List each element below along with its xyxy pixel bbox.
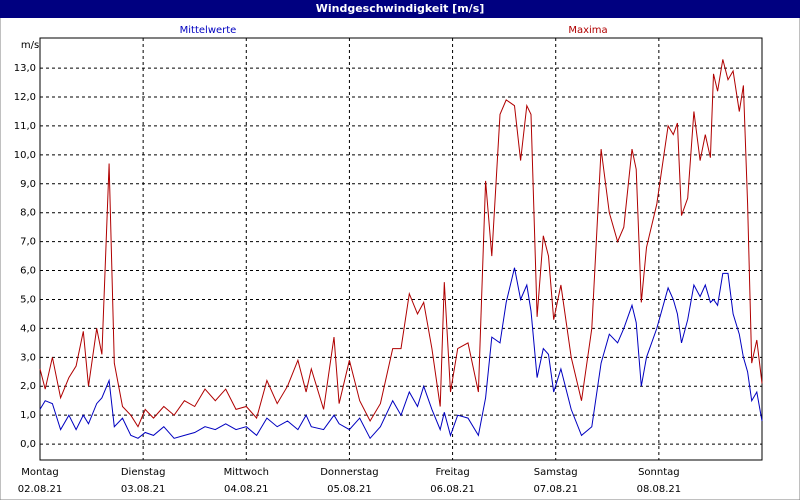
y-tick-label: 8,0 (20, 208, 36, 219)
x-tick-label: Montag (21, 467, 58, 478)
x-tick-date: 05.08.21 (327, 484, 372, 495)
y-tick-label: 1,0 (20, 410, 36, 421)
legend-entry: Maxima (568, 25, 607, 36)
y-axis-label: m/s (21, 40, 39, 51)
x-tick-date: 06.08.21 (430, 484, 475, 495)
x-tick-label: Mittwoch (224, 467, 269, 478)
y-tick-label: 5,0 (20, 294, 36, 305)
y-tick-label: 10,0 (14, 150, 36, 161)
y-tick-label: 9,0 (20, 179, 36, 190)
x-tick-label: Dienstag (121, 467, 166, 478)
x-tick-date: 07.08.21 (533, 484, 578, 495)
y-tick-label: 7,0 (20, 237, 36, 248)
series-line (39, 267, 763, 440)
y-tick-label: 6,0 (20, 266, 36, 277)
y-tick-label: 0,0 (20, 439, 36, 450)
x-tick-label: Freitag (435, 467, 469, 478)
x-tick-label: Sonntag (638, 467, 680, 478)
x-tick-label: Samstag (534, 467, 578, 478)
y-tick-label: 4,0 (20, 323, 36, 334)
y-tick-label: 11,0 (14, 121, 36, 132)
y-tick-label: 3,0 (20, 352, 36, 363)
x-tick-date: 02.08.21 (18, 484, 63, 495)
legend-entry: Mittelwerte (180, 25, 237, 36)
y-tick-label: 2,0 (20, 381, 36, 392)
y-tick-label: 13,0 (14, 63, 36, 74)
y-tick-label: 12,0 (14, 92, 36, 103)
x-tick-date: 08.08.21 (637, 484, 682, 495)
x-tick-label: Donnerstag (320, 467, 378, 478)
chart-title: Windgeschwindigkeit [m/s] (316, 2, 485, 15)
x-tick-date: 04.08.21 (224, 484, 269, 495)
title-bar (0, 0, 800, 18)
series-line (39, 59, 763, 428)
x-tick-date: 03.08.21 (121, 484, 166, 495)
